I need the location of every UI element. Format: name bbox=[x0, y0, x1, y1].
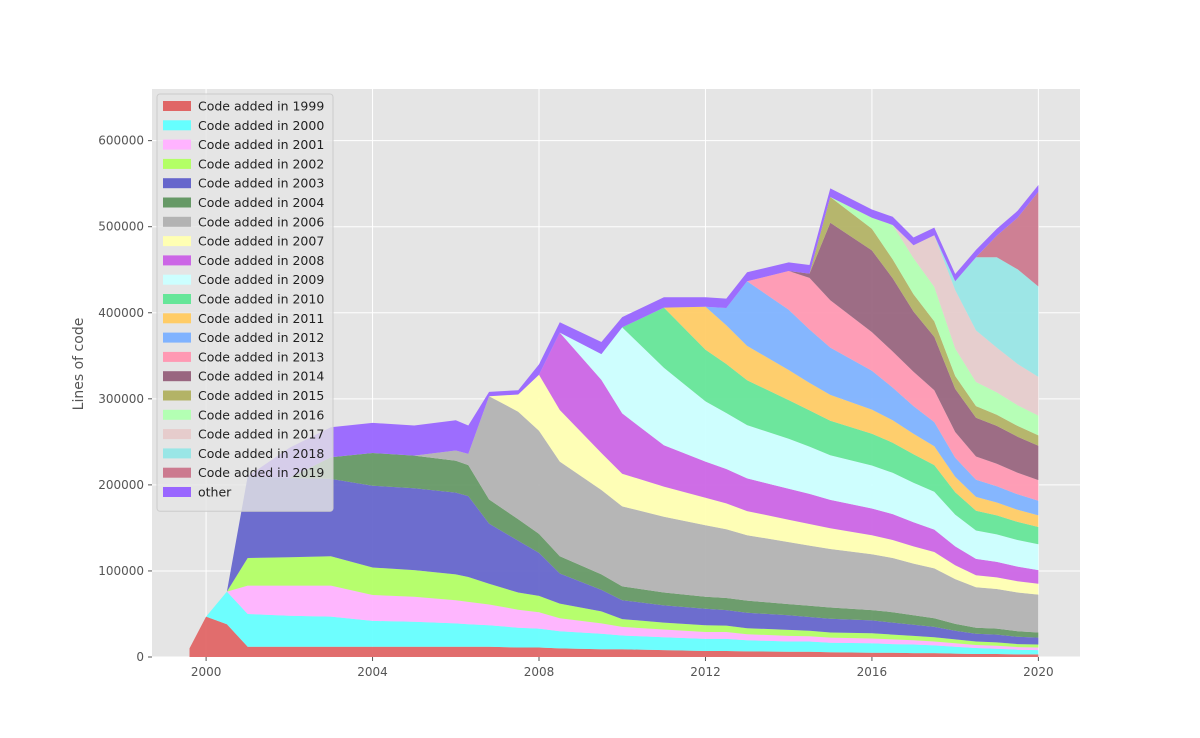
y-tick-label: 100000 bbox=[98, 564, 144, 578]
legend-swatch-code-added-in-2009 bbox=[163, 274, 191, 285]
legend-swatch-code-added-in-2006 bbox=[163, 216, 191, 227]
x-axis-ticks: 2000 2004 2008 2012 2016 2020 bbox=[191, 657, 1054, 679]
legend-swatch-code-added-in-2002 bbox=[163, 158, 191, 169]
area-series bbox=[189, 185, 1039, 657]
area-code-added-in-2012 bbox=[189, 281, 1039, 649]
y-axis-label: Lines of code bbox=[71, 318, 87, 411]
legend-label-code-added-in-2009: Code added in 2009 bbox=[198, 272, 324, 287]
y-tick-label: 0 bbox=[136, 650, 144, 664]
legend-swatch-code-added-in-2013 bbox=[163, 351, 191, 362]
legend-swatch-other bbox=[163, 487, 191, 497]
legend-swatch-code-added-in-2019 bbox=[163, 467, 191, 478]
area-code-added-in-2006 bbox=[189, 396, 1039, 649]
legend-label-code-added-in-2018: Code added in 2018 bbox=[198, 446, 324, 461]
legend-label-code-added-in-2006: Code added in 2006 bbox=[198, 214, 324, 229]
legend-swatch-code-added-in-2012 bbox=[163, 332, 191, 343]
y-tick-label: 600000 bbox=[98, 134, 144, 148]
legend-box bbox=[156, 93, 334, 512]
legend-label-code-added-in-2010: Code added in 2010 bbox=[198, 292, 324, 307]
legend-label-code-added-in-2019: Code added in 2019 bbox=[198, 465, 324, 480]
legend: Code added in 1999 Code added in 2000 Code… bbox=[156, 93, 334, 512]
legend-swatch-code-added-in-2001 bbox=[163, 139, 191, 150]
area-code-added-in-2002 bbox=[189, 556, 1039, 649]
x-tick-label: 2000 bbox=[191, 665, 222, 679]
x-tick-label: 2020 bbox=[1023, 665, 1054, 679]
legend-label-code-added-in-2000: Code added in 2000 bbox=[198, 118, 324, 133]
legend-swatch-code-added-in-2008 bbox=[163, 255, 191, 266]
legend-label-code-added-in-2001: Code added in 2001 bbox=[198, 137, 324, 152]
legend-swatch-code-added-in-2003 bbox=[163, 178, 191, 189]
legend-swatch-code-added-in-2014 bbox=[163, 371, 191, 382]
legend-swatch-code-added-in-2010 bbox=[163, 294, 191, 304]
legend-swatch-code-added-in-2015 bbox=[163, 390, 191, 401]
x-tick-label: 2012 bbox=[690, 665, 721, 679]
area-code-added-in-2009 bbox=[189, 327, 1039, 649]
legend-swatch-code-added-in-2007 bbox=[163, 236, 191, 247]
legend-label-code-added-in-2017: Code added in 2017 bbox=[198, 427, 324, 442]
legend-swatch-code-added-in-2000 bbox=[163, 120, 191, 131]
legend-swatch-code-added-in-2017 bbox=[163, 429, 191, 440]
y-tick-label: 500000 bbox=[98, 220, 144, 234]
legend-label-code-added-in-2012: Code added in 2012 bbox=[198, 330, 324, 345]
y-tick-label: 200000 bbox=[98, 478, 144, 492]
legend-label-code-added-in-2004: Code added in 2004 bbox=[198, 195, 324, 210]
area-code-added-in-2004 bbox=[189, 453, 1039, 649]
legend-label-code-added-in-2015: Code added in 2015 bbox=[198, 388, 324, 403]
legend-swatch-code-added-in-2004 bbox=[163, 197, 191, 208]
area-code-added-in-2000 bbox=[189, 591, 1039, 655]
legend-label-code-added-in-2003: Code added in 2003 bbox=[198, 176, 324, 191]
y-tick-label: 400000 bbox=[98, 306, 144, 320]
legend-swatch-code-added-in-2011 bbox=[163, 313, 191, 324]
legend-label-other: other bbox=[198, 485, 232, 500]
area-code-added-in-2003 bbox=[189, 476, 1039, 649]
x-tick-label: 2004 bbox=[357, 665, 388, 679]
y-tick-label: 300000 bbox=[98, 392, 144, 406]
x-tick-label: 2016 bbox=[857, 665, 888, 679]
legend-swatch-code-added-in-1999 bbox=[163, 101, 191, 111]
legend-label-code-added-in-2007: Code added in 2007 bbox=[198, 234, 324, 249]
legend-label-code-added-in-2014: Code added in 2014 bbox=[198, 369, 324, 384]
y-axis-ticks: 0 100000 200000 300000 400000 500000 600000 bbox=[98, 134, 152, 664]
legend-label-code-added-in-2011: Code added in 2011 bbox=[198, 311, 324, 326]
legend-label-code-added-in-2008: Code added in 2008 bbox=[198, 253, 324, 268]
legend-swatch-code-added-in-2016 bbox=[163, 409, 191, 420]
legend-label-code-added-in-2016: Code added in 2016 bbox=[198, 407, 324, 422]
legend-label-code-added-in-2013: Code added in 2013 bbox=[198, 349, 324, 364]
x-tick-label: 2008 bbox=[524, 665, 555, 679]
area-code-added-in-2001 bbox=[189, 585, 1039, 651]
legend-swatch-code-added-in-2018 bbox=[163, 448, 191, 459]
legend-label-code-added-in-2002: Code added in 2002 bbox=[198, 156, 324, 171]
legend-label-code-added-in-1999: Code added in 1999 bbox=[198, 99, 324, 114]
area-code-added-in-1999 bbox=[189, 616, 1039, 657]
